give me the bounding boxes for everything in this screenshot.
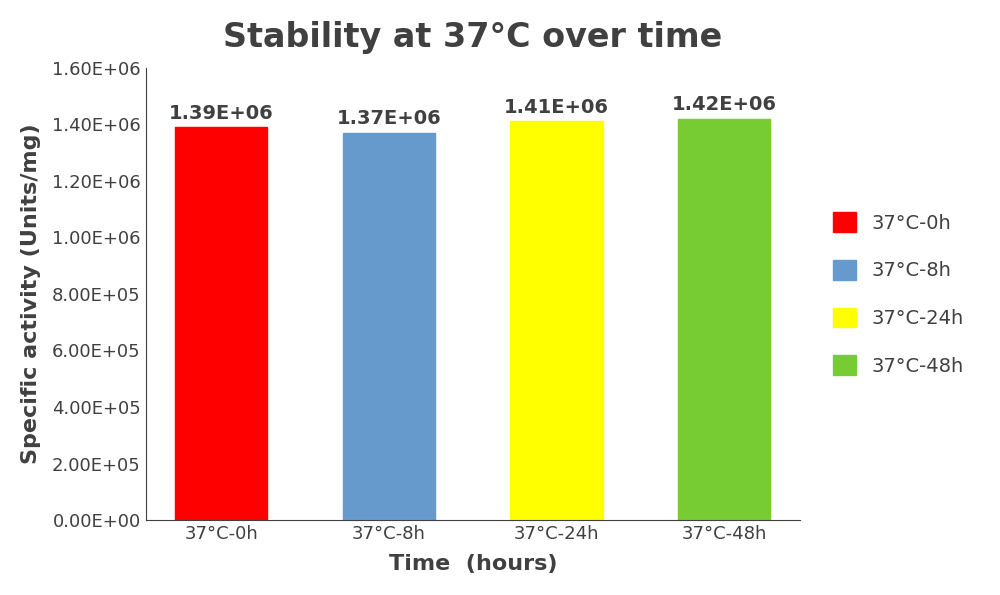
Bar (343, 133, 435, 520)
Bar (678, 118, 770, 520)
X-axis label: Time  (hours): Time (hours) (389, 554, 557, 574)
Title: Stability at 37°C over time: Stability at 37°C over time (223, 21, 722, 54)
Text: 1.42E+06: 1.42E+06 (672, 95, 777, 114)
Text: 1.39E+06: 1.39E+06 (169, 104, 274, 123)
Y-axis label: Specific activity (Units/mg): Specific activity (Units/mg) (21, 124, 41, 464)
Text: 1.41E+06: 1.41E+06 (504, 98, 609, 117)
Bar (510, 121, 603, 520)
Legend: 37°C-0h, 37°C-8h, 37°C-24h, 37°C-48h: 37°C-0h, 37°C-8h, 37°C-24h, 37°C-48h (823, 202, 973, 386)
Bar (175, 127, 267, 520)
Text: 1.37E+06: 1.37E+06 (337, 109, 441, 129)
